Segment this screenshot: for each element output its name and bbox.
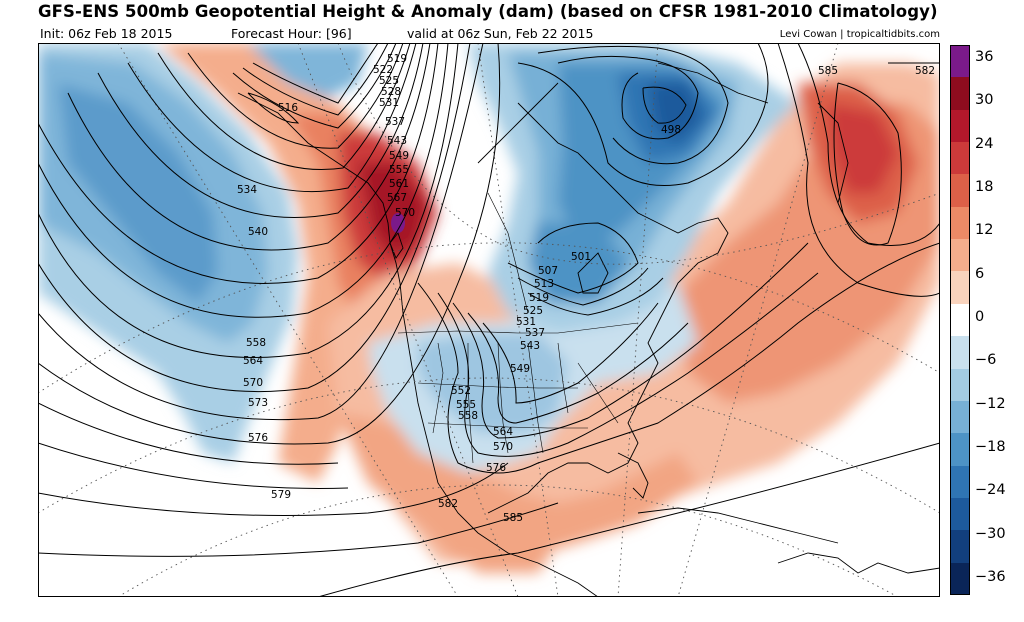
colorbar-tick-label: 24 [975,135,994,152]
colorbar-tick-label: −18 [975,439,1006,455]
contour-labels: 519 522 525 528 531 537 543 549 555 561 … [237,53,935,524]
contour-label: 501 [571,251,591,263]
colorbar-tick-label: −24 [975,482,1006,499]
colorbar-swatch [950,433,970,467]
colorbar-tick-label: −6 [975,352,997,369]
contour-label: 585 [818,65,838,77]
colorbar-tick-label: 12 [975,222,994,239]
contour-label: 516 [278,102,298,114]
contour-label: 561 [389,178,409,190]
colorbar-swatch [950,465,970,499]
colorbar-tick-label: −12 [975,395,1006,412]
colorbar-swatch [950,530,970,564]
anomaly-shading [38,43,940,573]
colorbar-tick-label: −36 [975,569,1006,585]
contour-label: 543 [387,135,407,147]
contour-label: 558 [458,410,478,422]
contour-label: 576 [486,462,506,474]
chart-title: GFS-ENS 500mb Geopotential Height & Anom… [38,2,938,21]
colorbar-swatch [950,497,970,531]
contour-label: 498 [661,124,681,136]
contour-label: 582 [438,498,458,510]
colorbar-swatch [950,368,970,402]
forecast-hour: Forecast Hour: [96] [231,26,352,41]
contour-label: 570 [395,207,415,219]
colorbar-swatch [950,336,970,370]
contour-label: 513 [534,278,554,290]
contour-label: 567 [387,192,407,204]
contour-label: 576 [248,432,268,444]
anomaly-peak [391,213,405,233]
colorbar [950,45,970,596]
height-contours [38,43,940,597]
colorbar-swatch [950,77,970,111]
init-time: Init: 06z Feb 18 2015 [40,26,173,41]
colorbar-swatch [950,142,970,175]
contour-label: 558 [246,337,266,349]
contour-label: 540 [248,226,268,238]
map-panel: 519 522 525 528 531 537 543 549 555 561 … [38,43,940,597]
contour-label: 522 [373,64,393,76]
colorbar-swatch [950,174,970,208]
contour-label: 534 [237,184,257,196]
contour-label: 552 [451,385,471,397]
contour-label: 579 [271,489,291,501]
colorbar-tick-label: 18 [975,179,994,195]
contour-label: 507 [538,265,558,277]
colorbar-tick-label: 36 [975,49,994,65]
valid-time: valid at 06z Sun, Feb 22 2015 [407,26,594,41]
colorbar-swatch [950,562,970,596]
credit-text: Levi Cowan | tropicaltidbits.com [779,29,940,40]
contour-label: 582 [915,65,935,77]
colorbar-swatch [950,45,970,78]
colorbar-swatch [950,239,970,272]
contour-label: 549 [389,150,409,162]
contour-label: 537 [525,327,545,339]
contour-label: 537 [385,116,405,128]
contour-label: 531 [379,97,399,109]
colorbar-swatch [950,109,970,143]
contour-label: 585 [503,512,523,524]
graticule [38,43,940,597]
colorbar-swatch [950,206,970,240]
contour-label: 525 [379,75,399,87]
colorbar-tick-label: 30 [975,92,994,109]
colorbar-tick-label: −30 [975,525,1006,542]
colorbar-swatch [950,271,970,305]
colorbar-tick-label: 6 [975,265,985,282]
colorbar-border [950,45,970,595]
contour-label: 549 [510,363,530,375]
colorbar-tick-label: 0 [975,309,985,325]
contour-label: 570 [243,377,263,389]
map-frame [38,43,940,597]
colorbar-swatch [950,400,970,434]
contour-label: 519 [529,292,549,304]
contour-label: 555 [456,399,476,411]
contour-label: 543 [520,340,540,352]
anomaly-map: 519 522 525 528 531 537 543 549 555 561 … [38,43,940,597]
contour-label: 564 [493,426,513,438]
contour-label: 573 [248,397,268,409]
contour-label: 531 [516,316,536,328]
contour-label: 525 [523,305,543,317]
contour-label: 528 [381,86,401,98]
contour-label: 519 [387,53,407,65]
contour-label: 570 [493,441,513,453]
contour-label: 555 [389,164,409,176]
colorbar-swatch [950,303,970,337]
contour-label: 564 [243,355,263,367]
